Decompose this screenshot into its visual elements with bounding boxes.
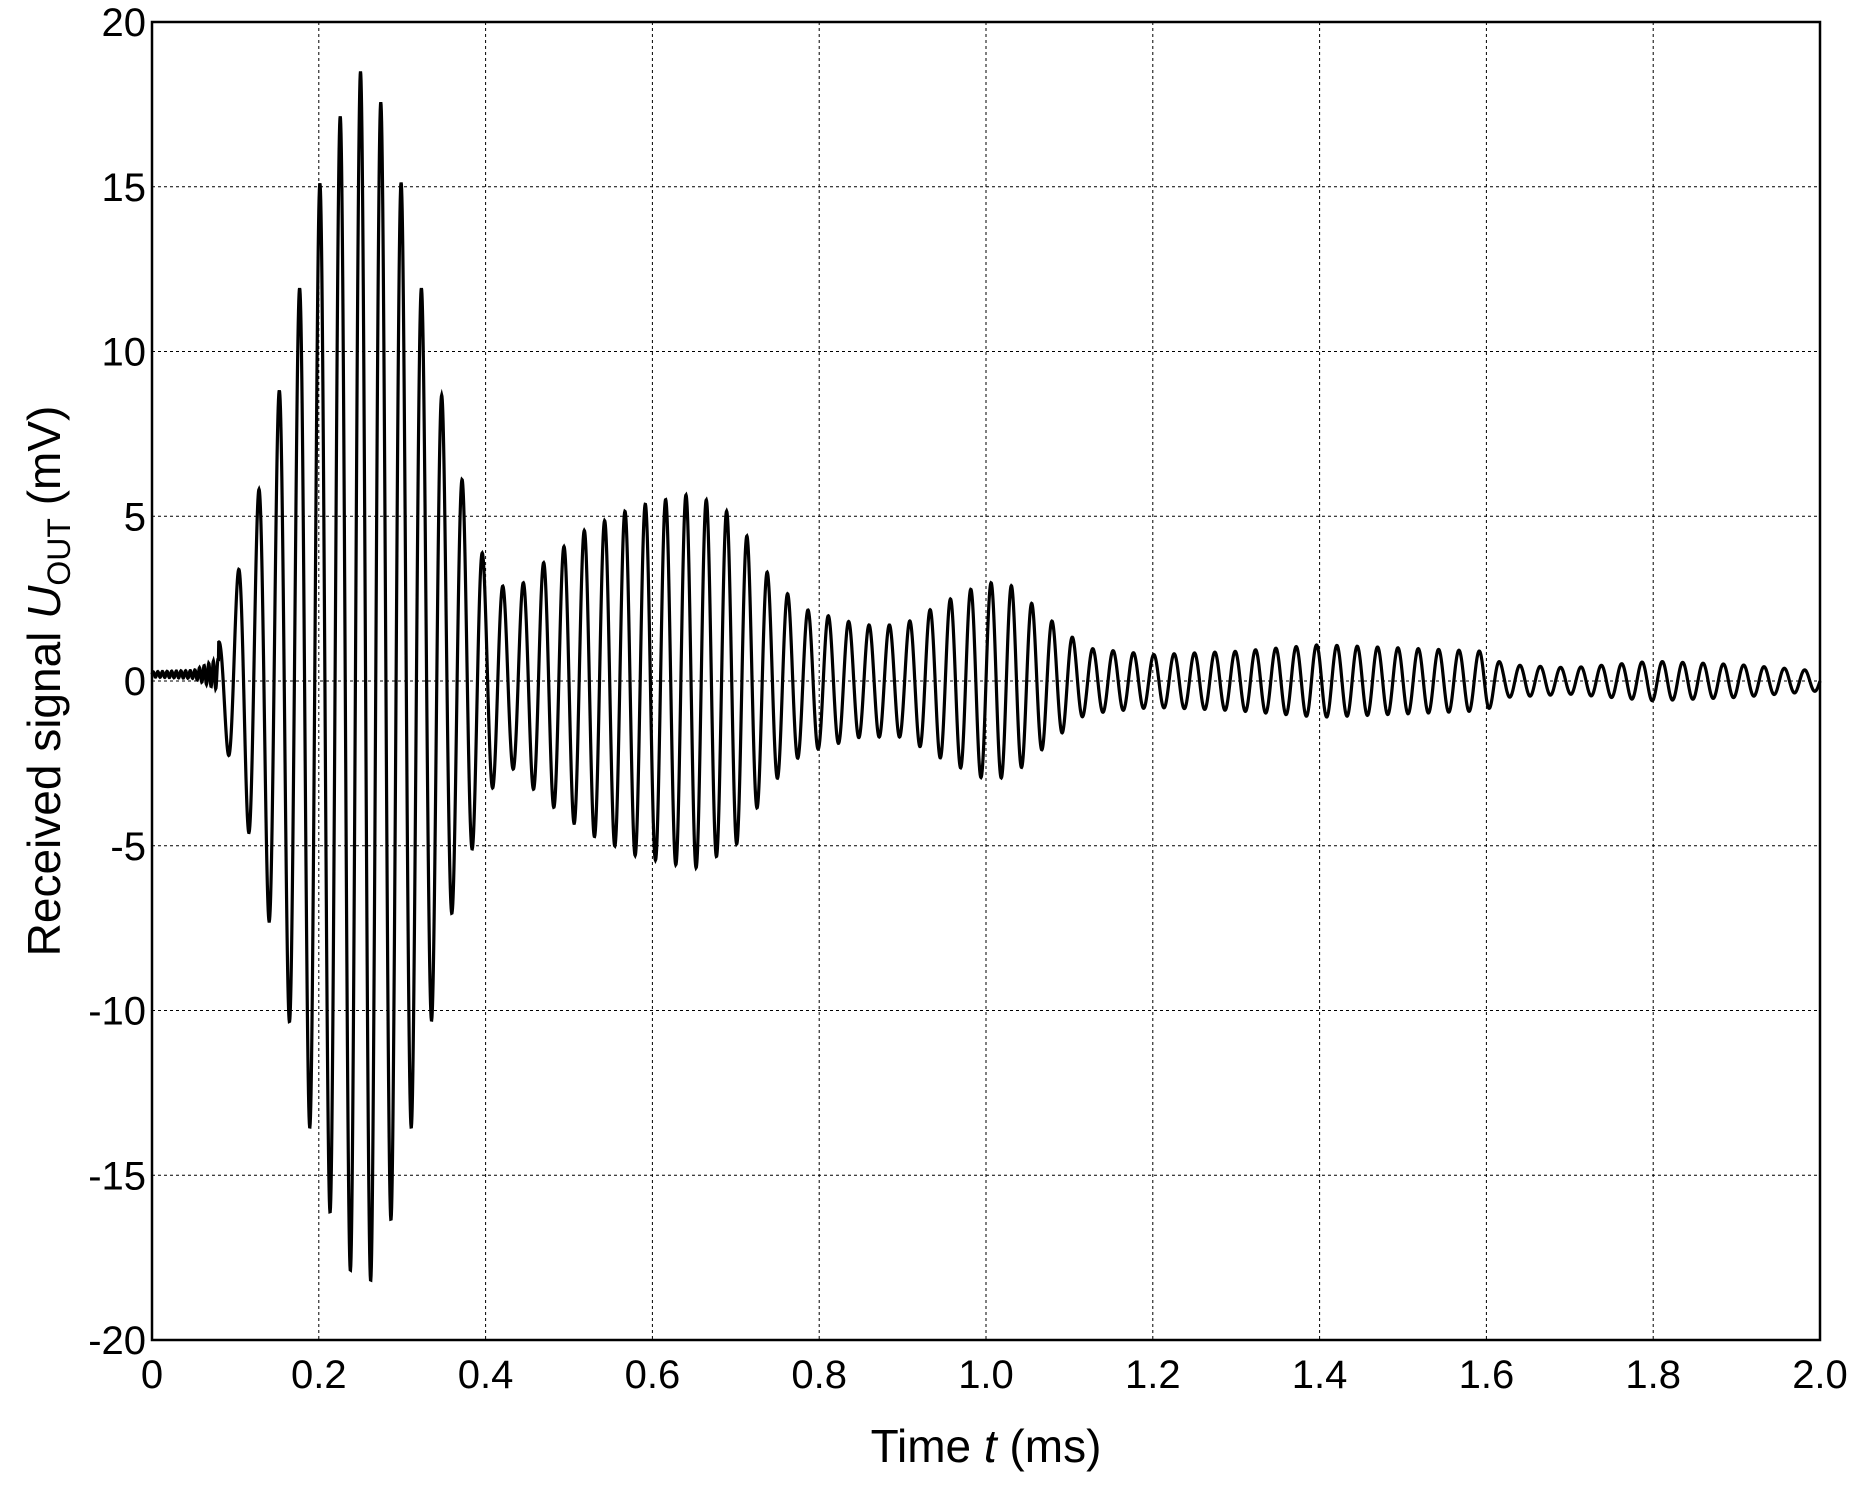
y-tick-label: 0 [124,660,146,704]
x-tick-label: 1.0 [958,1353,1014,1397]
y-tick-label: 10 [102,331,147,375]
x-tick-label: 0.8 [791,1353,847,1397]
x-axis-label: Time t (ms) [871,1420,1102,1472]
x-tick-label: 1.2 [1125,1353,1181,1397]
y-tick-label: -10 [88,990,146,1034]
y-tick-labels: -20 -15 -10 -5 0 5 10 15 20 [88,1,146,1363]
x-tick-label: 2.0 [1792,1353,1848,1397]
y-tick-label: 5 [124,495,146,539]
x-tick-label: 0.2 [291,1353,347,1397]
plot-frame [150,20,1822,1342]
y-tick-label: 20 [102,1,147,45]
signal-plot [150,71,1822,1283]
x-tick-label: 0 [141,1353,163,1397]
x-tick-label: 1.6 [1459,1353,1515,1397]
x-tick-label: 0.4 [458,1353,514,1397]
y-tick-label: -5 [110,825,146,869]
y-tick-label: -15 [88,1154,146,1198]
x-tick-label: 0.6 [625,1353,681,1397]
x-tick-label: 1.4 [1292,1353,1348,1397]
y-axis-label: Received signal UOUT (mV) [18,406,77,957]
x-tick-labels: 0 0.2 0.4 0.6 0.8 1.0 1.2 1.4 1.6 1.8 2.0 [141,1353,1848,1397]
y-tick-label: 15 [102,166,147,210]
x-tick-label: 1.8 [1625,1353,1681,1397]
y-tick-label: -20 [88,1319,146,1363]
signal-line [150,71,1822,1283]
